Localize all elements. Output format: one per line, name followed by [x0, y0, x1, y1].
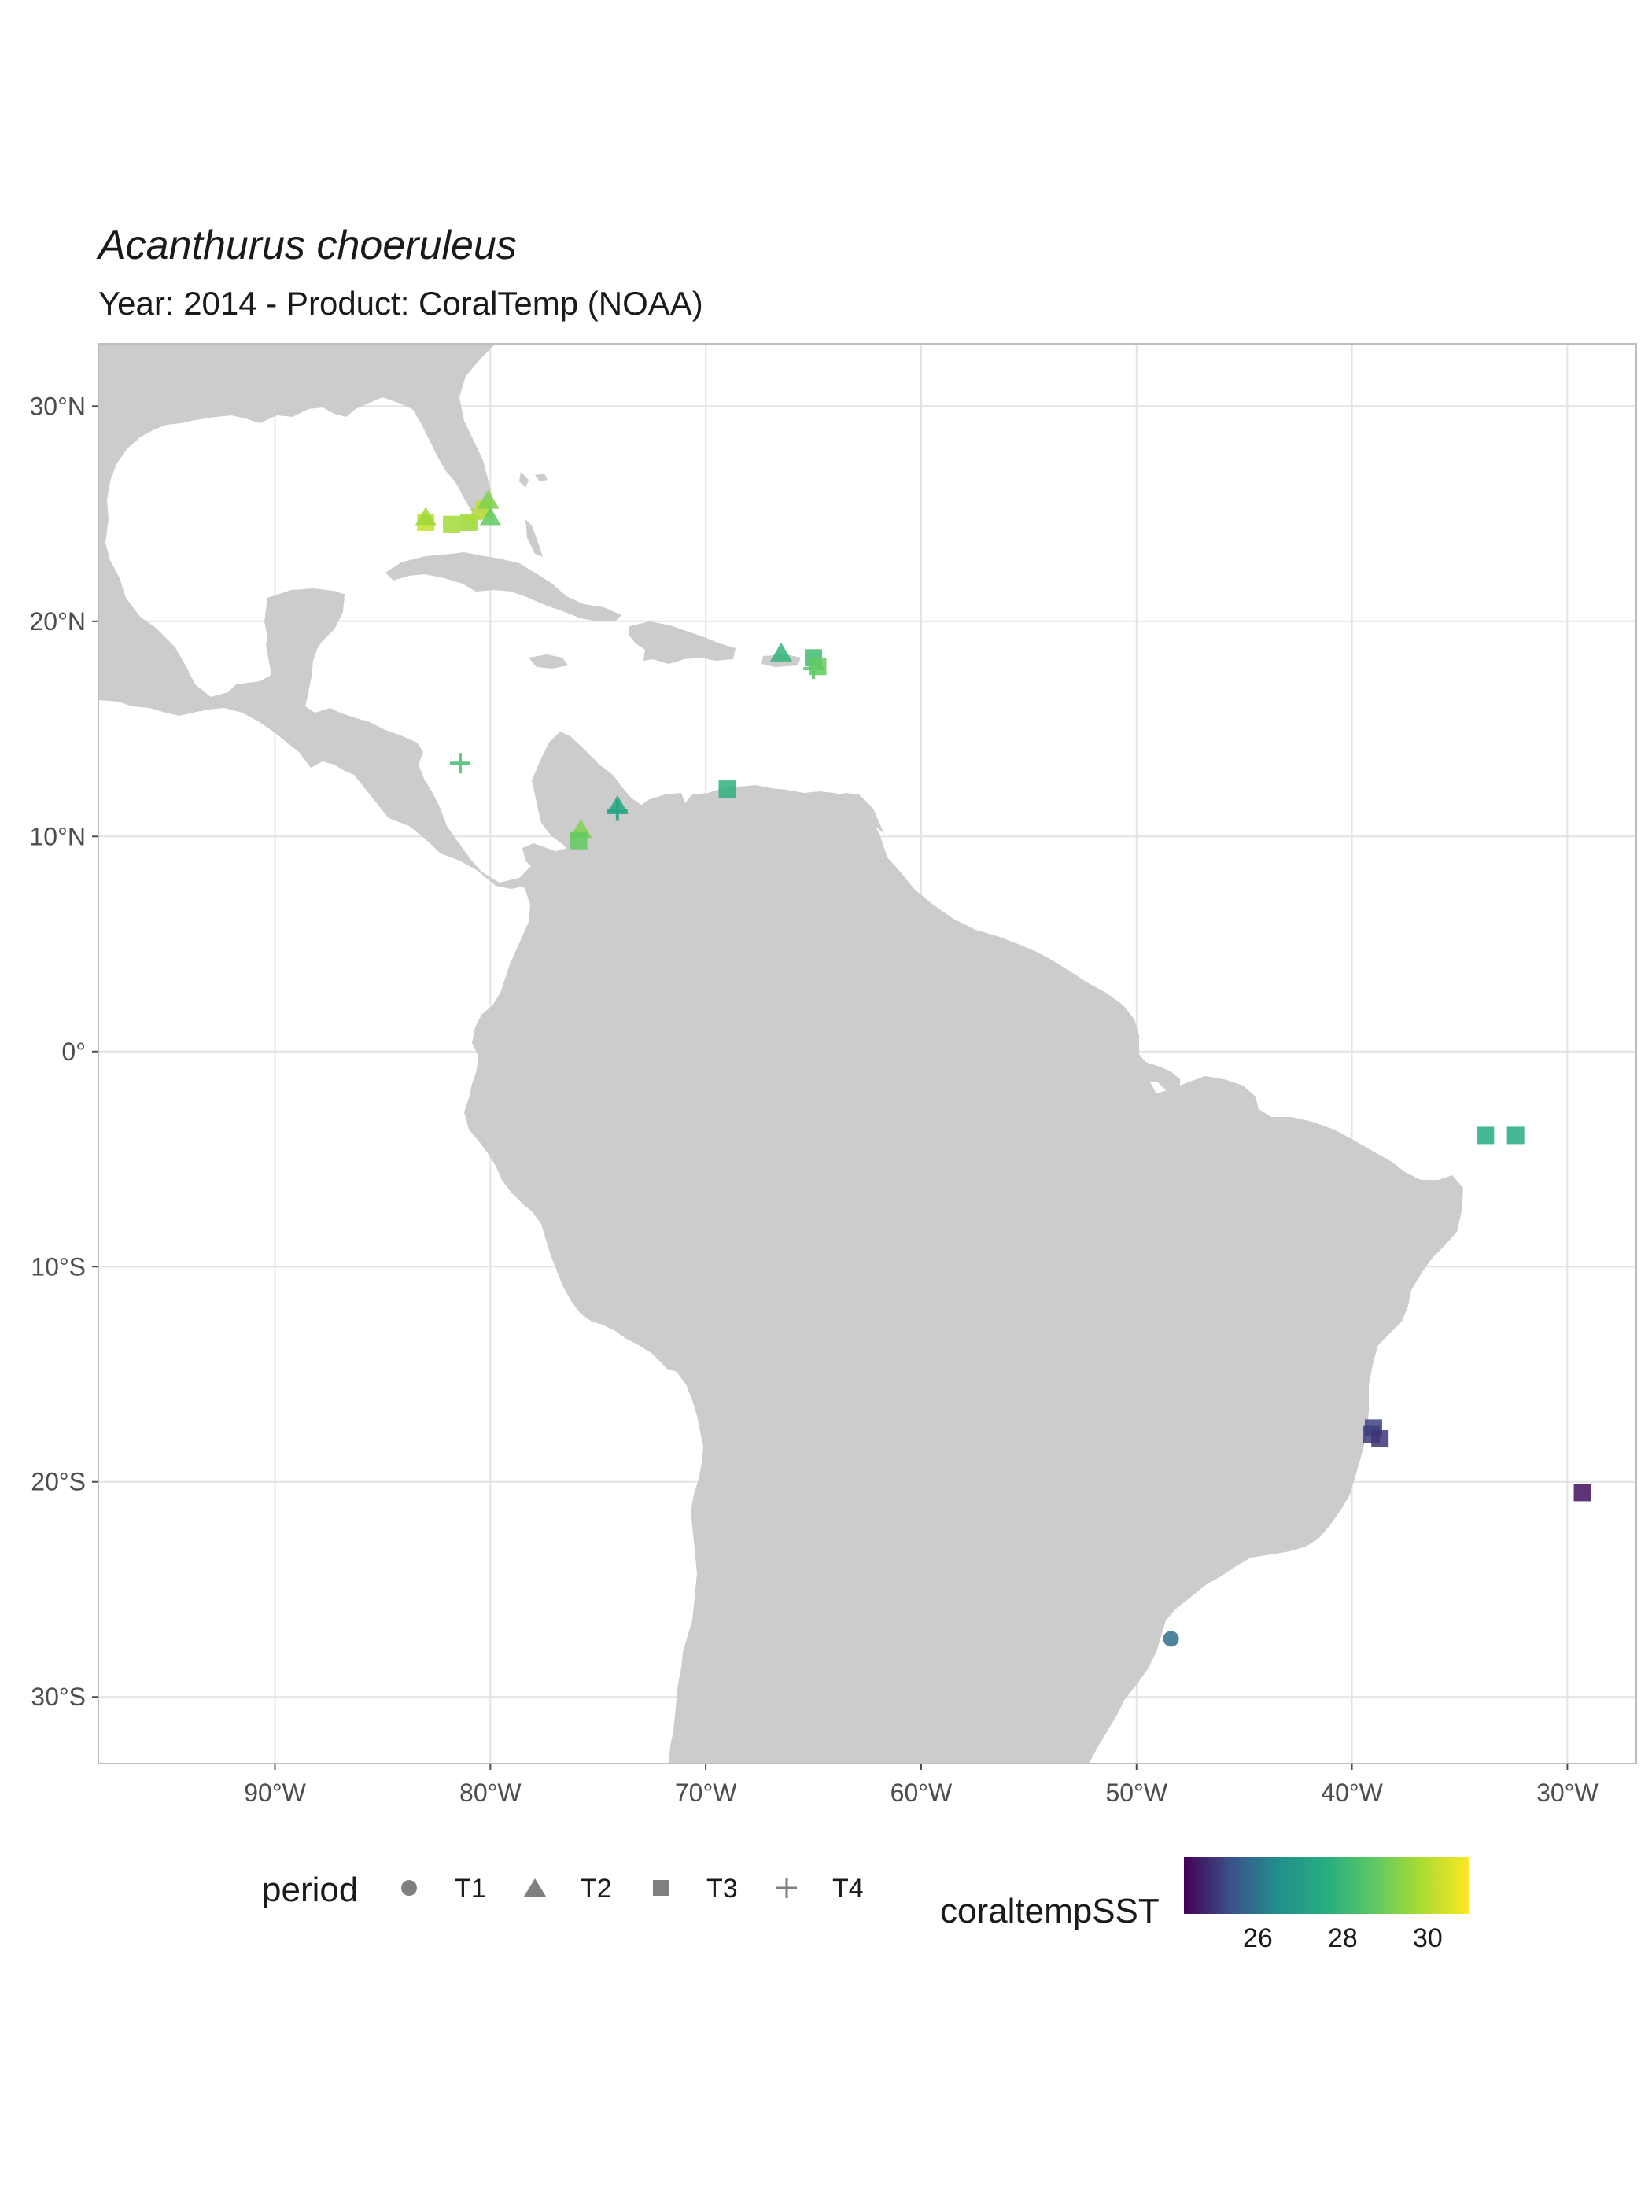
- point-t2-triangle: [415, 507, 437, 526]
- land-florida: [409, 403, 486, 511]
- point-t1-circle: [1163, 1631, 1179, 1647]
- land-hispaniola: [629, 621, 736, 664]
- x-tick-label: 40°W: [1321, 1779, 1383, 1807]
- point-t4-plus: [607, 800, 628, 821]
- colorbar-tick-28: 28: [1328, 1923, 1358, 1953]
- point-t4-plus: [450, 753, 470, 774]
- x-tick-label: 80°W: [459, 1779, 522, 1807]
- sst-colorbar: [1184, 1857, 1469, 1914]
- land-guajira: [621, 793, 686, 820]
- point-t3-square: [1573, 1484, 1591, 1502]
- colorbar-tick-30: 30: [1413, 1923, 1443, 1953]
- point-t3-square: [443, 515, 461, 533]
- legend-color-title: coraltempSST: [940, 1892, 1160, 1930]
- y-tick-label: 20°N: [30, 607, 87, 636]
- y-tick-label: 30°S: [31, 1683, 86, 1711]
- point-t3-square: [1477, 1126, 1495, 1145]
- legend-label-t1: T1: [455, 1874, 486, 1904]
- land-south-america: [464, 785, 1463, 1764]
- land-bahamas: [519, 472, 548, 557]
- axis-ticks: 90°W 80°W 70°W 60°W 50°W 40°W 30°W 30°N 20°N 10°N…: [30, 392, 1599, 1807]
- legend-triangle-icon: [524, 1878, 546, 1897]
- legend-circle-icon: [401, 1880, 417, 1896]
- point-t2-triangle: [477, 489, 500, 509]
- legend-label-t3: T3: [706, 1874, 738, 1904]
- land-jamaica: [529, 654, 568, 669]
- point-t3-square: [459, 513, 478, 531]
- occurrence-points: [415, 489, 1591, 1647]
- point-t3-square: [809, 658, 827, 676]
- legend-period-keys: [401, 1878, 797, 1898]
- point-t3-square: [570, 831, 588, 850]
- x-tick-label: 60°W: [891, 1779, 953, 1807]
- map-panel-border: [98, 343, 1637, 1764]
- colorbar-tick-26: 26: [1243, 1923, 1273, 1953]
- y-tick-label: 10°S: [31, 1252, 86, 1281]
- x-tick-label: 90°W: [244, 1779, 306, 1807]
- point-t2-triangle: [769, 642, 792, 662]
- land-north-america: [98, 344, 884, 889]
- point-t3-square: [1506, 1126, 1525, 1145]
- map-title: Acanthurus choeruleus: [98, 223, 517, 268]
- legend-square-icon: [653, 1880, 669, 1896]
- y-tick-label: 0°: [61, 1038, 86, 1066]
- x-tick-label: 70°W: [675, 1779, 737, 1807]
- x-tick-label: 50°W: [1105, 1779, 1167, 1807]
- legend-period-title: period: [262, 1871, 359, 1909]
- point-t3-square: [718, 780, 736, 798]
- y-tick-label: 20°S: [31, 1468, 86, 1496]
- map-subtitle: Year: 2014 - Product: CoralTemp (NOAA): [98, 285, 703, 322]
- point-t2-triangle: [479, 507, 502, 526]
- y-tick-label: 10°N: [30, 822, 87, 850]
- y-tick-label: 30°N: [30, 392, 87, 420]
- legend-label-t4: T4: [832, 1874, 864, 1904]
- legend-plus-icon: [776, 1878, 797, 1898]
- land-masses: [98, 344, 1463, 1764]
- legend-label-t2: T2: [581, 1874, 612, 1904]
- point-t3-square: [1371, 1430, 1389, 1448]
- land-central-america: [264, 588, 345, 702]
- land-cuba: [385, 552, 621, 621]
- x-tick-label: 30°W: [1536, 1779, 1599, 1807]
